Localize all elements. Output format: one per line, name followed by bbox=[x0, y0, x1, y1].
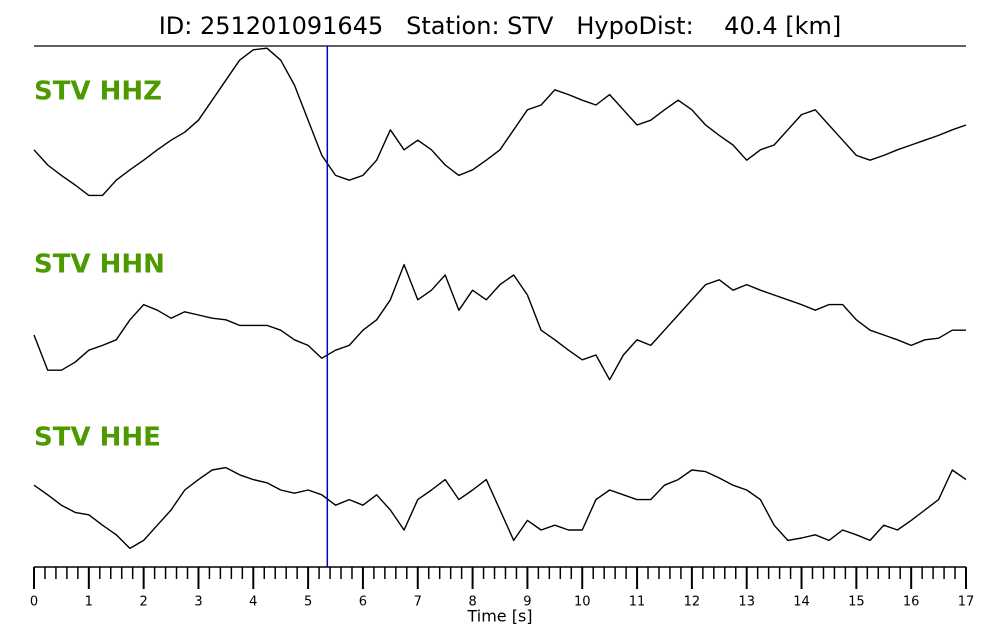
x-tick-label: 9 bbox=[523, 595, 531, 610]
x-tick-label: 10 bbox=[574, 595, 591, 610]
trace-label: STV HHE bbox=[34, 423, 161, 453]
x-tick-label: 3 bbox=[194, 595, 202, 610]
x-tick-label: 16 bbox=[903, 595, 920, 610]
x-tick-label: 13 bbox=[738, 595, 755, 610]
trace bbox=[33, 466, 967, 550]
trace-label: STV HHN bbox=[34, 250, 165, 280]
x-tick-label: 8 bbox=[468, 595, 476, 610]
x-tick-label: 7 bbox=[414, 595, 422, 610]
trace-label: STV HHZ bbox=[34, 77, 162, 107]
x-tick-label: 5 bbox=[304, 595, 312, 610]
x-axis-label: Time [s] bbox=[466, 607, 532, 626]
x-tick-label: 11 bbox=[629, 595, 646, 610]
x-tick-label: 12 bbox=[684, 595, 701, 610]
chart-title: ID: 251201091645 Station: STV HypoDist: … bbox=[159, 12, 842, 40]
x-tick-label: 14 bbox=[793, 595, 810, 610]
x-tick-label: 0 bbox=[30, 595, 38, 610]
x-tick-label: 17 bbox=[958, 595, 975, 610]
trace bbox=[33, 263, 966, 381]
x-tick-label: 4 bbox=[249, 595, 257, 610]
x-tick-label: 6 bbox=[359, 595, 367, 610]
x-tick-label: 1 bbox=[85, 595, 93, 610]
trace bbox=[33, 47, 967, 197]
x-tick-label: 2 bbox=[140, 595, 148, 610]
x-tick-label: 15 bbox=[848, 595, 865, 610]
